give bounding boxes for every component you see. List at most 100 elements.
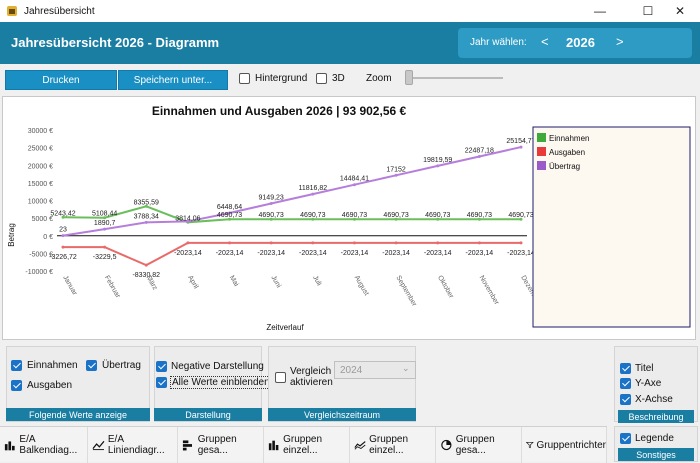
close-button[interactable]: ✕ [660, 0, 700, 22]
line-chart-icon [354, 441, 366, 450]
next-year-button[interactable]: > [616, 34, 624, 49]
titel-label: Titel [635, 363, 654, 374]
chart-y-axis-label: Betrag [7, 223, 16, 247]
data-label: -2023,14 [507, 250, 535, 257]
tab-ea-line[interactable]: E/A Liniendiagr... [88, 427, 178, 463]
data-label: 4690,73 [467, 212, 492, 219]
tab-groups-total[interactable]: Gruppen gesa... [178, 427, 264, 463]
data-label: 11816,82 [298, 185, 327, 192]
data-label: -2023,14 [174, 250, 202, 257]
series-line [62, 241, 521, 267]
maximize-button[interactable]: ☐ [628, 0, 668, 22]
ausgaben-checkbox[interactable] [11, 380, 22, 391]
data-point [103, 245, 107, 249]
tab-groups-single-line[interactable]: Gruppen einzel... [350, 427, 436, 463]
data-point [436, 241, 440, 245]
legende-checkbox[interactable] [620, 433, 631, 444]
zoom-label: Zoom [366, 73, 392, 84]
data-label: -2023,14 [299, 250, 327, 257]
data-point [352, 241, 356, 245]
data-point [394, 173, 398, 177]
y-tick-label: -5000 € [29, 251, 53, 258]
data-point [269, 241, 273, 245]
chart-x-axis-label: Zeitverlauf [266, 323, 304, 332]
data-point [394, 217, 398, 221]
data-label: -2023,14 [466, 250, 494, 257]
bar-chart-icon [4, 441, 15, 451]
x-tick-label: September [394, 275, 418, 309]
y-tick-label: 15000 € [28, 181, 53, 188]
data-point [311, 192, 315, 196]
data-point [269, 201, 273, 205]
x-tick-label: April [186, 275, 199, 291]
line-chart-icon [92, 440, 105, 451]
close-icon: ✕ [674, 4, 686, 18]
data-label: 4690,73 [425, 212, 450, 219]
tab-label: E/A Liniendiagr... [107, 434, 165, 456]
x-tick-label: Oktober [436, 275, 455, 301]
data-point [186, 241, 190, 245]
einnahmen-label: Einnahmen [27, 360, 78, 371]
save-as-button[interactable]: Speichern unter... [118, 70, 228, 90]
values-panel-footer: Folgende Werte anzeige [6, 408, 150, 421]
tab-label: Gruppen einzel... [283, 434, 323, 456]
data-point [144, 204, 148, 208]
compare-checkbox[interactable] [275, 372, 286, 383]
data-label: 1890,7 [94, 220, 116, 227]
x-tick-label: Februar [103, 275, 122, 300]
data-point [311, 217, 315, 221]
horizontal-bar-icon [182, 440, 193, 451]
negative-display-checkbox[interactable] [156, 361, 167, 372]
x-achse-label: X-Achse [635, 394, 673, 405]
data-point [103, 227, 107, 231]
data-label: -8330,82 [132, 272, 160, 279]
data-point [186, 219, 190, 223]
tab-label: Gruppen einzel... [369, 434, 409, 456]
zoom-slider-thumb[interactable] [405, 70, 413, 85]
data-label: -2023,14 [382, 250, 410, 257]
prev-year-button[interactable]: < [541, 34, 549, 49]
data-point [228, 217, 232, 221]
uebertrag-checkbox[interactable] [86, 360, 97, 371]
data-label: -2023,14 [257, 250, 285, 257]
x-achse-checkbox[interactable] [620, 394, 631, 405]
data-label: 4690,73 [383, 212, 408, 219]
window-titlebar: Jahresübersicht [0, 0, 700, 22]
threed-checkbox[interactable] [316, 73, 327, 84]
legende-label: Legende [635, 433, 674, 444]
minimize-button[interactable]: — [580, 0, 620, 22]
data-label: 4690,73 [259, 212, 284, 219]
tab-label: E/A Balkendiag... [19, 434, 78, 456]
data-point [352, 183, 356, 187]
titel-checkbox[interactable] [620, 363, 631, 374]
data-label: 8355,59 [134, 199, 159, 206]
data-point [61, 234, 65, 238]
tab-groups-funnel[interactable]: Gruppentrichter [522, 427, 607, 463]
series-line [62, 205, 521, 224]
tab-ea-bar[interactable]: E/A Balkendiag... [0, 427, 88, 463]
y-tick-label: 20000 € [28, 163, 53, 170]
data-point [228, 211, 232, 215]
data-label: 4690,73 [217, 212, 242, 219]
print-button[interactable]: Drucken [5, 70, 117, 90]
tab-groups-total-pie[interactable]: Gruppen gesa... [436, 427, 522, 463]
einnahmen-checkbox[interactable] [11, 360, 22, 371]
show-all-values-checkbox[interactable] [156, 377, 167, 388]
compare-year-select[interactable]: 2024 ⌄ [334, 361, 416, 379]
data-label: 4690,73 [508, 212, 533, 219]
zoom-slider-track[interactable] [405, 77, 503, 79]
uebertrag-label: Übertrag [102, 360, 141, 371]
pie-chart-icon [441, 439, 452, 451]
ausgaben-label: Ausgaben [27, 380, 73, 391]
y-tick-label: 0 € [43, 234, 53, 241]
data-label: 5243,42 [50, 210, 75, 217]
x-tick-label: November [478, 275, 501, 307]
year-selector: Jahr wählen: < 2026 > [458, 28, 692, 58]
data-label: -2023,14 [424, 250, 452, 257]
background-checkbox[interactable] [239, 73, 250, 84]
window-title: Jahresübersicht [24, 5, 95, 17]
data-label: 25154,77 [506, 138, 535, 145]
y-axe-checkbox[interactable] [620, 378, 631, 389]
data-label: 6448,64 [217, 204, 242, 211]
tab-groups-single-bar[interactable]: Gruppen einzel... [264, 427, 350, 463]
